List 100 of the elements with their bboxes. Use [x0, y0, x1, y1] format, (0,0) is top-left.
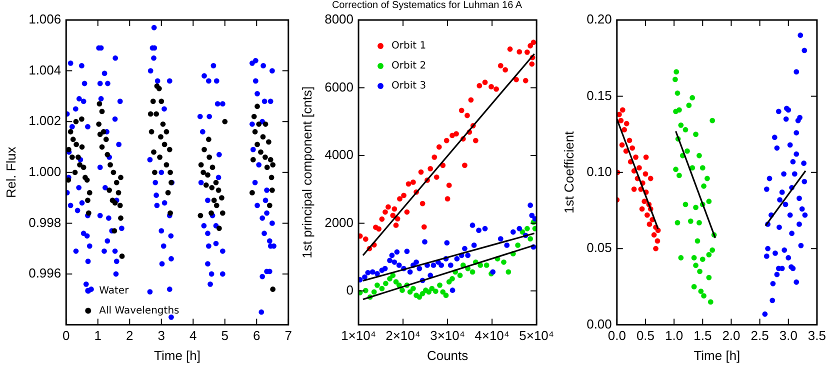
point — [639, 206, 645, 212]
point — [482, 226, 488, 232]
point — [374, 270, 380, 276]
point — [710, 118, 716, 124]
point — [630, 145, 636, 151]
point — [379, 216, 385, 222]
point — [765, 246, 771, 252]
point — [446, 182, 452, 188]
y-tick-label: 8000 — [324, 12, 354, 27]
point — [432, 288, 438, 294]
x-tick-label: 3.0 — [779, 328, 798, 344]
point — [674, 69, 680, 75]
point — [407, 269, 413, 275]
point — [776, 224, 782, 230]
point — [494, 86, 499, 92]
point — [691, 284, 697, 290]
point — [448, 262, 454, 268]
point — [798, 242, 804, 248]
point — [654, 238, 660, 244]
point — [696, 220, 702, 226]
x-tick-label: 4 — [190, 328, 197, 344]
point — [796, 196, 802, 202]
x-tick-label: 4×10⁴ — [474, 328, 510, 344]
point — [488, 84, 494, 90]
point — [420, 200, 426, 206]
point — [776, 108, 782, 114]
point — [631, 186, 637, 192]
point — [428, 166, 434, 172]
point — [416, 294, 422, 300]
point — [462, 162, 468, 168]
point — [414, 259, 419, 265]
point — [421, 224, 427, 230]
x-tick-label: 5 — [221, 328, 228, 344]
point — [501, 259, 506, 265]
point — [387, 258, 392, 264]
point — [644, 212, 650, 218]
point — [436, 144, 442, 150]
x-tick-label: 3 — [158, 328, 165, 344]
point — [678, 122, 684, 128]
legend-label: Orbit 3 — [392, 80, 426, 92]
point — [516, 226, 522, 232]
x-tick-label: 1 — [94, 328, 102, 344]
point — [502, 67, 508, 72]
point — [392, 259, 398, 265]
point — [766, 176, 772, 182]
point — [522, 78, 528, 84]
point — [476, 83, 482, 88]
point — [528, 43, 534, 48]
point — [389, 252, 395, 258]
legend-label: Water — [99, 285, 130, 296]
point — [418, 169, 424, 175]
y-tick-label: 1.000 — [28, 164, 62, 179]
x-axis-title: Time [h] — [694, 348, 740, 363]
point — [370, 269, 376, 275]
point — [686, 102, 692, 108]
point — [693, 132, 698, 137]
point — [529, 61, 535, 67]
point — [404, 209, 410, 215]
point — [706, 198, 712, 204]
point — [438, 262, 444, 268]
point — [468, 97, 474, 103]
point — [382, 209, 388, 215]
point — [786, 255, 792, 260]
point — [643, 154, 649, 160]
point — [782, 202, 788, 208]
point — [698, 288, 704, 294]
x-axis-title: Time [h] — [154, 348, 200, 363]
point — [618, 118, 624, 124]
point — [471, 242, 477, 248]
point — [624, 120, 630, 126]
point — [362, 274, 368, 280]
point — [386, 204, 391, 210]
point — [510, 229, 516, 235]
x-tick-label: 2.0 — [722, 328, 740, 344]
point — [458, 108, 464, 114]
chart-title: Correction of Systematics for Luhman 16 A — [330, 0, 524, 11]
point — [406, 181, 412, 187]
point — [440, 289, 446, 295]
point — [636, 165, 642, 171]
point — [434, 174, 440, 180]
point — [401, 192, 406, 198]
point — [470, 222, 476, 228]
point — [422, 239, 428, 245]
point — [396, 262, 402, 268]
point — [430, 262, 436, 268]
x-tick-label: 3×10⁴ — [430, 328, 465, 344]
point — [444, 196, 450, 202]
point — [620, 107, 626, 113]
point — [410, 286, 416, 292]
point — [794, 130, 800, 136]
point — [706, 274, 712, 280]
point — [362, 236, 368, 242]
point — [619, 142, 625, 148]
point — [790, 159, 796, 164]
point — [516, 49, 522, 55]
point — [454, 256, 460, 262]
point — [504, 242, 510, 248]
point — [484, 262, 490, 268]
y-tick-label: 0 — [346, 282, 354, 298]
point — [701, 183, 706, 189]
